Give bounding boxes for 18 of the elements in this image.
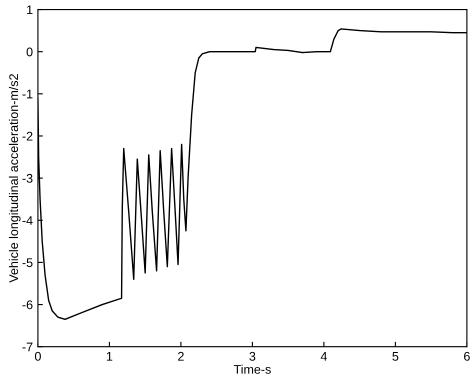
x-tick-label: 4: [320, 352, 328, 361]
y-tick-label: -4: [22, 216, 33, 225]
x-tick-label: 5: [392, 352, 398, 361]
y-tick-label: -2: [22, 132, 32, 140]
x-tick-label: 2: [178, 352, 184, 361]
y-tick-label: -1: [22, 90, 32, 98]
x-tick-label: 0: [34, 352, 41, 361]
y-tick-label: 1: [27, 5, 32, 14]
y-tick-label: -6: [22, 300, 33, 310]
x-axis-title: Time-s: [234, 364, 271, 374]
x-tick-label: 3: [249, 352, 256, 361]
y-tick-label: 0: [26, 47, 33, 56]
x-tick-label: 1: [106, 352, 112, 361]
y-tick-label: -7: [22, 342, 32, 352]
y-axis-title: Vehicle longitudinal acceleration-m/s2: [8, 74, 21, 283]
y-tick-label: -5: [22, 258, 33, 268]
y-tick-label: -3: [22, 174, 33, 183]
x-tick-label: 6: [464, 352, 470, 361]
